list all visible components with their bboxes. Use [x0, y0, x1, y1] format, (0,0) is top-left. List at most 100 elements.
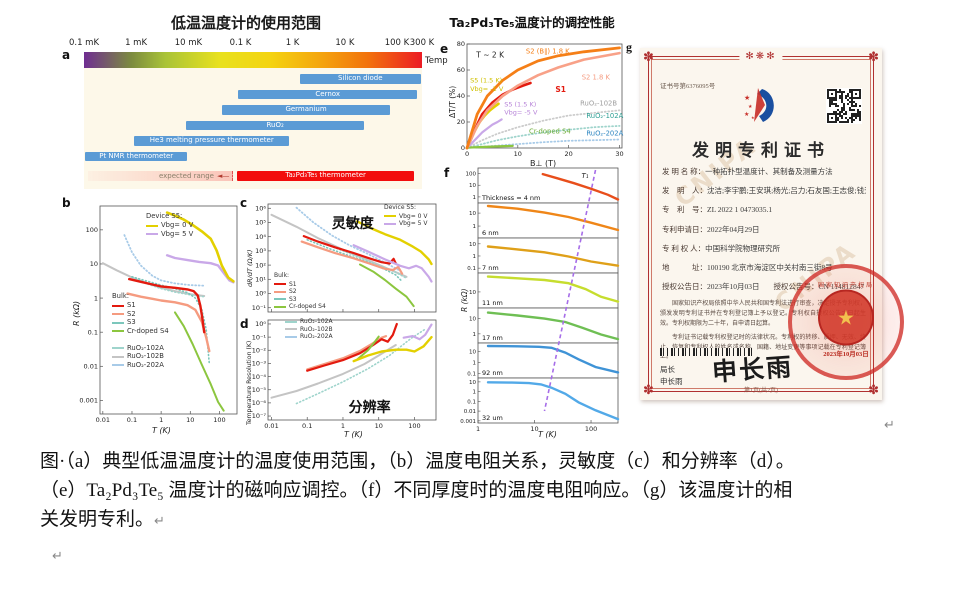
- svg-text:10: 10: [469, 211, 476, 217]
- panel-e-plot: 0 10 20 30 0 20 40 60 80 T ~ 2 K S2 (B∥) 1.8 K S2 1…: [440, 12, 624, 164]
- certificate-field-row: 专利申请日：2022年04月29日: [662, 224, 760, 234]
- svg-text:1: 1: [473, 195, 477, 201]
- thermometer-range-bar: Germanium: [222, 105, 390, 115]
- svg-text:Vbg= -1 V: Vbg= -1 V: [470, 85, 504, 93]
- series-Cr-doped S4: [359, 263, 415, 308]
- panel-letter-c: c: [240, 196, 248, 210]
- thermometer-range-bar: Ta₂Pd₃Te₅ thermometer: [237, 171, 414, 181]
- svg-text:32 um: 32 um: [482, 414, 503, 422]
- legal-paragraph: 专利证书记载专利权登记时的法律状况。专利权的转移、质押、无效、终止、恢复和专利权…: [660, 334, 866, 361]
- svg-text:S1: S1: [555, 85, 566, 94]
- legal-paragraph: 国家知识产权局依照中华人民共和国专利法进行审查，决定授予专利权，颁发发明专利证书…: [660, 301, 866, 327]
- series-RuO2-102A: [131, 276, 205, 298]
- panel-letter-g: g: [626, 40, 632, 54]
- svg-text:1: 1: [473, 332, 477, 338]
- officer-block: 局长 申长雨: [660, 364, 683, 388]
- series-S2: [300, 240, 404, 275]
- svg-text:7 nm: 7 nm: [482, 264, 499, 272]
- svg-text:10⁻¹: 10⁻¹: [252, 333, 267, 341]
- officer-name: 申长雨: [660, 377, 683, 386]
- svg-text:0.1: 0.1: [467, 399, 476, 405]
- qr-code: [826, 88, 862, 124]
- svg-text:★: ★: [751, 115, 755, 120]
- panel-d-plot: 0.01 0.1 1 10 100 10⁰ 10⁻¹ 10⁻² 10⁻³ 10⁻⁴ 10⁻⁵ 10⁻⁶…: [238, 317, 440, 441]
- left-arrow-icon: ◄—: [216, 172, 230, 180]
- svg-text:10⁻¹: 10⁻¹: [252, 304, 267, 312]
- series-RuO2-202A: [123, 234, 206, 287]
- panel-f-subplot-4: 10 1 17 nm: [469, 307, 620, 344]
- svg-text:6 nm: 6 nm: [482, 229, 499, 237]
- legend: Device S5: Vbg= 0 V Vbg= 5 V: [146, 212, 194, 238]
- scale-tick: 10 K: [335, 38, 355, 48]
- svg-text:11 nm: 11 nm: [482, 299, 503, 307]
- panel-f-subplot-3: 10 11 nm: [469, 272, 620, 309]
- panel-f-subplot-0: 100 10 1 Thickness = 4 nm: [466, 167, 620, 204]
- series-Cr-doped S4: [174, 311, 225, 412]
- svg-text:Cr-doped S4: Cr-doped S4: [529, 127, 571, 135]
- svg-text:0.001: 0.001: [79, 397, 98, 405]
- thermometer-range-bar: Pt NMR thermometer: [85, 151, 188, 161]
- certificate-page-footer: 第1页(共2页): [744, 388, 778, 394]
- paragraph-mark: ↵: [884, 418, 895, 433]
- chartE-svg: 0 10 20 30 0 20 40 60 80 T ~ 2 K S2 (B∥) 1.8 K S2 1…: [457, 40, 624, 158]
- svg-text:10²: 10²: [255, 261, 266, 269]
- official-seal: 国家知识产权局 ★ 2023年10月03日: [788, 264, 904, 380]
- svg-text:0.1: 0.1: [127, 416, 137, 424]
- panel-f-subplots: 100 10 1 Thickness = 4 nm 10 1 6 nm 10 1 0.1 7 nm 1…: [460, 167, 620, 433]
- svg-text:1: 1: [94, 294, 98, 302]
- certificate-title: 发明专利证书: [692, 141, 830, 160]
- svg-text:1: 1: [473, 361, 477, 367]
- certificate-number: 证书号第6376095号: [660, 83, 716, 90]
- series-RuO2-202A: [295, 328, 426, 405]
- panel-e-title: Ta₂Pd₃Te₅温度计的调控性能: [449, 15, 615, 30]
- svg-text:10³: 10³: [255, 247, 266, 255]
- panel-letter-b: b: [62, 196, 71, 210]
- series-S5 Vbg=0V: [355, 220, 433, 266]
- certificate-paper: ✻❋✻ ✽ ✽ ✽ ✽ CNIPA CNIPA 证书号第6376095号 ★ ★…: [640, 48, 904, 400]
- series-S2 (B∥) 1.8 K: [465, 46, 621, 150]
- scale-tick: 10 mK: [174, 38, 203, 48]
- svg-text:10: 10: [514, 150, 522, 158]
- thermometer-range-bar: Cernox: [238, 89, 417, 99]
- panel-letter-e: e: [440, 42, 449, 56]
- cnipa-logo-icon: ★ ★ ★ ★: [742, 86, 780, 129]
- expected-range-region: expected range ◄—: [88, 171, 234, 181]
- scale-tick: 100 K: [384, 38, 410, 48]
- svg-text:30: 30: [615, 150, 623, 158]
- series-S1: [128, 277, 206, 334]
- certificate-field-row: 专 利 号：ZL 2022 1 0473035.1: [662, 205, 773, 215]
- series-S3: [131, 276, 211, 365]
- temp-axis-label: Temp: [425, 56, 448, 66]
- svg-text:0.1: 0.1: [88, 328, 98, 336]
- legend: RuO₂-102A RuO₂-102B RuO₂-202A: [285, 318, 333, 341]
- svg-text:10⁻⁶: 10⁻⁶: [252, 399, 267, 407]
- svg-text:100: 100: [466, 172, 477, 178]
- panel-a-thermometer-ranges: 低温温度计的使用范围 a 0.1 mK 1 mK 10 mK 0.1 K 1 K 10 K…: [62, 12, 448, 190]
- svg-text:100: 100: [408, 422, 420, 430]
- svg-text:1: 1: [473, 390, 477, 396]
- svg-text:40: 40: [457, 92, 465, 100]
- panel-f-ylabel: R (kΩ): [460, 288, 469, 312]
- scale-tick: 1 K: [285, 38, 300, 48]
- svg-text:0.01: 0.01: [96, 416, 110, 424]
- legend: Bulk: S1 S2 S3 Cr-doped S4: [274, 272, 326, 310]
- certificate-top-ornament: ✻❋✻: [739, 51, 783, 62]
- svg-text:20: 20: [457, 118, 465, 126]
- svg-text:★: ★: [744, 94, 750, 102]
- panel-e-tuning-chart: Ta₂Pd₃Te₅温度计的调控性能 e ΔT/T (%) 0 10 20 30 0 20 4…: [440, 12, 624, 168]
- svg-text:0: 0: [461, 144, 465, 152]
- officer-title: 局长: [660, 365, 675, 374]
- svg-text:100: 100: [585, 425, 597, 433]
- thermometer-range-bar: Silicon diode: [299, 74, 421, 84]
- panel-d-resolution-chart: d Temperature Resolution (K) 0.01 0.1 1 10 1…: [238, 317, 440, 441]
- svg-text:RuO₂-102A: RuO₂-102A: [586, 112, 623, 120]
- svg-text:0.01: 0.01: [84, 363, 98, 371]
- legend: RuO₂-102A RuO₂-102B RuO₂-202A: [112, 344, 164, 369]
- svg-text:10¹: 10¹: [255, 276, 266, 284]
- series-S3: [306, 238, 403, 283]
- svg-text:1: 1: [341, 422, 345, 430]
- svg-text:10: 10: [469, 183, 476, 189]
- barcode: [660, 348, 754, 356]
- svg-text:T ~ 2 K: T ~ 2 K: [475, 51, 505, 60]
- svg-text:10⁴: 10⁴: [255, 233, 266, 241]
